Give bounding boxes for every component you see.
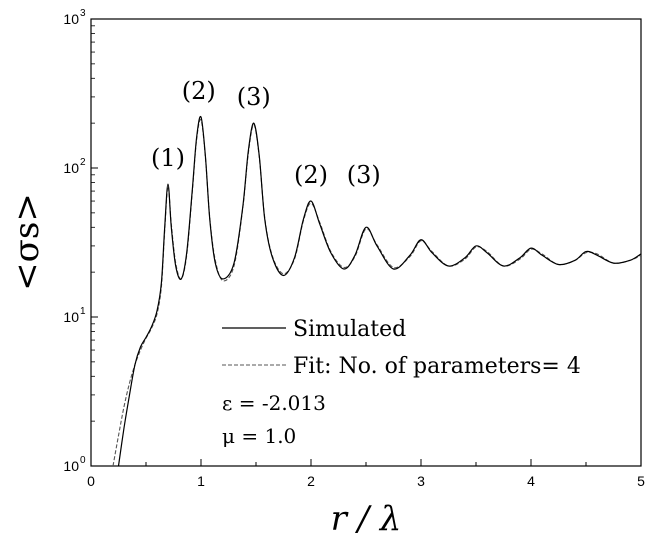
y-axis-label: <σs> xyxy=(7,193,47,291)
x-tick-label: 2 xyxy=(307,473,315,489)
y-tick-exponent: 0 xyxy=(80,455,86,466)
legend-label-simulated: Simulated xyxy=(293,317,406,342)
y-tick-label: 10 xyxy=(63,458,79,474)
epsilon-parameter: ε = -2.013 xyxy=(222,391,326,415)
x-tick-label: 0 xyxy=(87,473,95,489)
mu-parameter: μ = 1.0 xyxy=(222,424,296,448)
series-simulated-line xyxy=(117,115,642,467)
peak-annotation: (2) xyxy=(294,161,328,189)
x-axis-label: r / λ xyxy=(331,499,402,539)
y-tick-exponent: 3 xyxy=(80,8,86,19)
x-tick-label: 3 xyxy=(417,473,425,489)
x-axis-ticks: 0 1 2 3 4 5 xyxy=(87,459,645,489)
peak-annotation: (2) xyxy=(182,77,216,105)
x-tick-label: 1 xyxy=(197,473,205,489)
series-layer xyxy=(112,115,642,467)
y-tick-label: 10 xyxy=(63,309,79,325)
y-tick-label: 10 xyxy=(63,11,79,27)
peak-annotations: (1) (2) (3) (2) (3) xyxy=(151,77,381,189)
y-tick-exponent: 1 xyxy=(80,306,86,317)
y-tick-exponent: 2 xyxy=(80,157,86,168)
peak-annotation: (3) xyxy=(347,161,381,189)
x-tick-label: 4 xyxy=(527,473,535,489)
y-tick-label: 10 xyxy=(63,160,79,176)
peak-annotation: (3) xyxy=(237,83,271,111)
legend: Simulated Fit: No. of parameters= 4 xyxy=(222,317,581,379)
x-tick-label: 5 xyxy=(637,473,645,489)
legend-label-fit: Fit: No. of parameters= 4 xyxy=(293,354,581,379)
peak-annotation: (1) xyxy=(151,144,185,172)
